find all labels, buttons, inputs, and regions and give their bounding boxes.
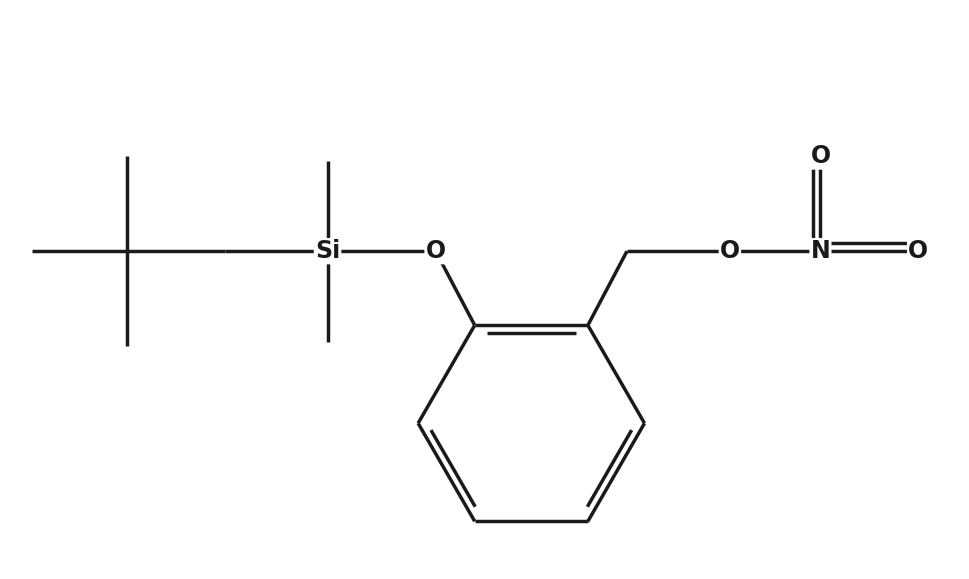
Text: O: O [719,239,739,263]
Text: O: O [809,145,829,168]
Text: N: N [810,239,829,263]
Text: Si: Si [315,239,340,263]
Text: O: O [907,239,927,263]
Text: O: O [425,239,445,263]
